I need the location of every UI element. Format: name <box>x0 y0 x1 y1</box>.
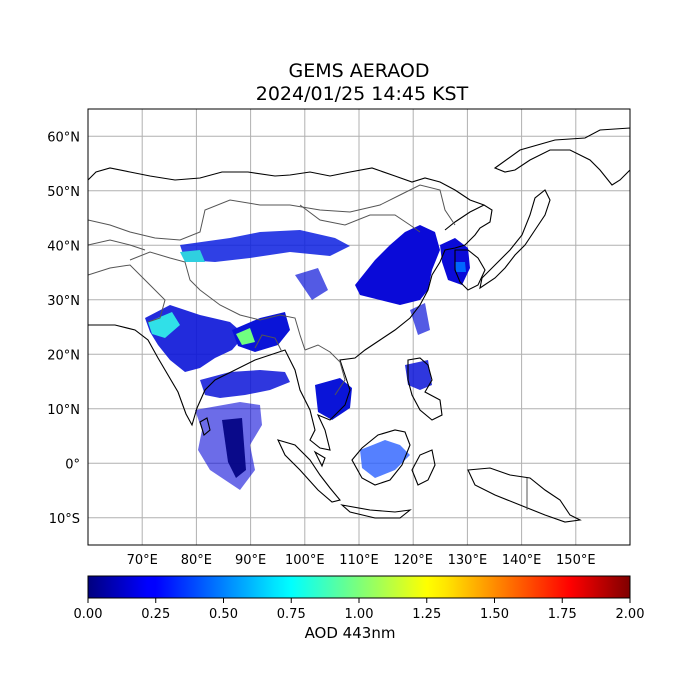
aod-patch-yellow-sea <box>455 262 466 272</box>
longitude-label: 130°E <box>448 553 488 568</box>
colorbar-tick-label: 1.25 <box>412 607 441 622</box>
longitude-label: 100°E <box>285 553 325 568</box>
latitude-labels: 60°N 50°N 40°N 30°N 20°N 10°N 0° 10°S <box>47 130 80 527</box>
coastline-north <box>88 167 485 206</box>
aod-patch-tarim-high <box>180 250 205 262</box>
aod-data-layer <box>145 225 470 490</box>
longitude-label: 90°E <box>235 553 266 568</box>
border-china-south-west <box>129 251 306 351</box>
coastline-new-guinea <box>467 467 582 523</box>
colorbar-tick-label: 0.50 <box>209 607 238 622</box>
aod-patch-bay-of-bengal <box>200 370 290 398</box>
latitude-label: 60°N <box>47 130 80 145</box>
colorbar-tick-label: 1.75 <box>548 607 577 622</box>
border-indochina <box>304 344 346 396</box>
aod-patch-north-china <box>355 225 440 305</box>
latitude-label: 10°S <box>49 512 80 527</box>
coastline-korea <box>454 249 486 291</box>
latitude-label: 50°N <box>47 185 80 200</box>
coastline-sri-lanka <box>199 417 211 436</box>
coastline-borneo <box>351 429 411 486</box>
colorbar-gradient <box>88 576 630 598</box>
aod-patch-tarim <box>180 230 350 262</box>
colorbar-tick-label: 0.75 <box>277 607 306 622</box>
aod-patch-tibet <box>295 268 328 300</box>
longitude-label: 150°E <box>556 553 596 568</box>
border-central-asia <box>88 239 146 251</box>
aod-patch-indochina <box>315 378 352 420</box>
country-borders <box>88 184 528 510</box>
coastline-philippines <box>407 357 443 421</box>
latitude-label: 30°N <box>47 294 80 309</box>
aod-patch-ocean-dark <box>222 418 246 478</box>
aod-patch-borneo <box>360 440 410 478</box>
longitude-labels: 70°E 80°E 90°E 100°E 110°E 120°E 130°E 140°E 150… <box>127 553 596 568</box>
longitude-label: 120°E <box>393 553 433 568</box>
map-title: GEMS AERAOD <box>288 60 430 82</box>
coastline-japan <box>479 189 551 290</box>
coastline-sulawesi <box>411 449 436 486</box>
latitude-label: 20°N <box>47 348 80 363</box>
latitude-label: 40°N <box>47 239 80 254</box>
latitude-label: 10°N <box>47 403 80 418</box>
colorbar-tick-label: 2.00 <box>616 607 645 622</box>
border-mongolia <box>299 204 421 233</box>
coastlines <box>88 127 630 523</box>
coastline-kamchatka <box>493 127 630 186</box>
coastline-mainland <box>88 204 493 451</box>
coastline-malay-tip <box>313 450 326 468</box>
map-subtitle-datetime: 2024/01/25 14:45 KST <box>255 83 469 105</box>
colorbar-tick-label: 0.25 <box>141 607 170 622</box>
longitude-label: 80°E <box>181 553 212 568</box>
border-pakistan-afghanistan <box>88 264 166 323</box>
longitude-label: 140°E <box>502 553 542 568</box>
colorbar-tick-label: 1.00 <box>345 607 374 622</box>
border-bangladesh <box>254 334 283 353</box>
latitude-label: 0° <box>65 457 80 472</box>
colorbar-tick-label: 1.50 <box>480 607 509 622</box>
coastline-sumatra <box>276 439 341 503</box>
aod-patch-indus <box>148 312 180 338</box>
aod-patch-ganges-high <box>236 328 255 345</box>
plot-border <box>87 108 631 546</box>
longitude-label: 110°E <box>339 553 379 568</box>
colorbar-tick-label: 0.00 <box>74 607 103 622</box>
aod-patch-philippines <box>405 360 432 390</box>
border-russia-south <box>88 184 456 241</box>
longitude-label: 70°E <box>127 553 158 568</box>
colorbar-ticks: 0.00 0.25 0.50 0.75 1.00 1.25 1.50 1.75 2.00 <box>74 598 645 622</box>
colorbar-label: AOD 443nm <box>304 624 396 642</box>
coastline-java <box>340 504 412 519</box>
